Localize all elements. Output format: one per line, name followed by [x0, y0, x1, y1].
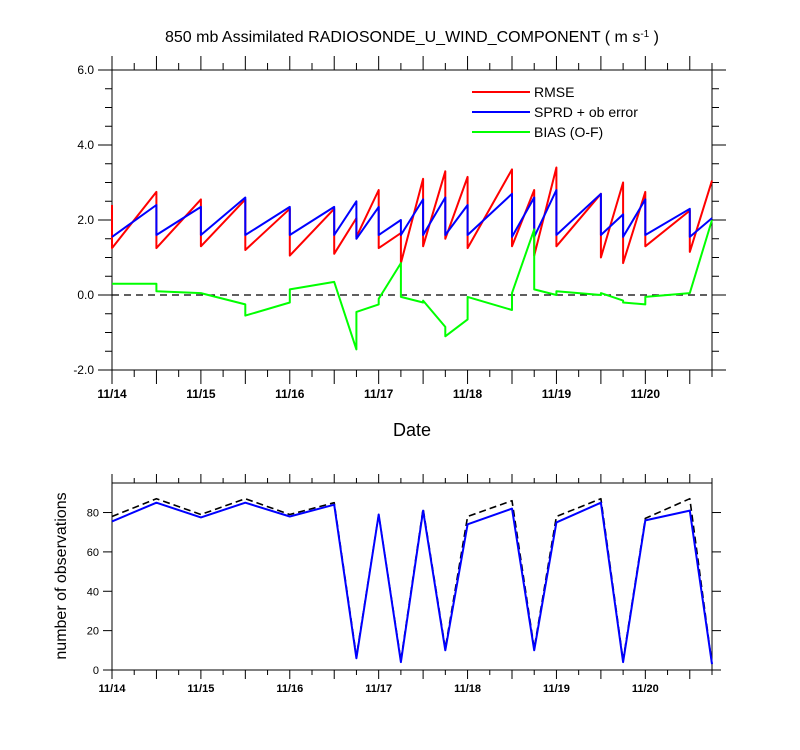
top-xtick-label: 11/19 — [542, 387, 572, 401]
legend: RMSE SPRD + ob error BIAS (O-F) — [472, 84, 638, 140]
top-ytick-label: 6.0 — [77, 63, 94, 77]
chart-title-close: ) — [649, 29, 659, 46]
top-series-sprd-ob-error — [111, 189, 713, 240]
bottom-xtick-label: 11/16 — [276, 683, 303, 695]
bottom-ytick-label: 80 — [87, 508, 99, 520]
chart-title-text: 850 mb Assimilated RADIOSONDE_U_WIND_COM… — [165, 29, 640, 46]
top-xtick-label: 11/15 — [186, 387, 216, 401]
bottom-xtick-label: 11/19 — [543, 683, 570, 695]
top-xtick-label: 11/14 — [97, 387, 127, 401]
bottom-xtick-label: 11/18 — [454, 683, 481, 695]
top-xtick-label: 11/17 — [364, 387, 394, 401]
top-ytick-label: 2.0 — [77, 213, 94, 227]
top-xtick-label: 11/18 — [453, 387, 483, 401]
top-plot: -2.0 0.0 2.0 4.0 6.0 11/14 11/15 11/16 11/17 11/1… — [73, 56, 726, 401]
top-xtick-label: 11/20 — [631, 387, 661, 401]
bottom-plot-frame — [111, 482, 713, 671]
chart-title: 850 mb Assimilated RADIOSONDE_U_WIND_COM… — [165, 29, 659, 47]
bottom-ytick-label: 60 — [87, 547, 99, 559]
top-x-axis-label: Date — [393, 420, 431, 440]
top-xtick-label: 11/16 — [275, 387, 305, 401]
legend-label-rmse: RMSE — [534, 84, 574, 100]
bottom-series-assimilated — [111, 501, 713, 665]
top-ytick-label: 0.0 — [77, 288, 94, 302]
bottom-xtick-label: 11/20 — [632, 683, 659, 695]
bottom-xtick-label: 11/17 — [365, 683, 392, 695]
bottom-y-axis-label: number of observations — [53, 492, 70, 659]
bottom-xtick-label: 11/14 — [99, 683, 127, 695]
bottom-ytick-label: 40 — [87, 586, 99, 598]
bottom-plot: 0 20 40 60 80 11/14 11/15 11/16 11/17 11/18 11/19 1… — [87, 474, 721, 695]
legend-label-bias: BIAS (O-F) — [534, 124, 603, 140]
bottom-ytick-label: 0 — [93, 665, 99, 677]
top-series-bias-o-f — [112, 219, 713, 351]
chart-title-exponent: -1 — [640, 29, 649, 40]
bottom-xtick-label: 11/15 — [187, 683, 214, 695]
top-ytick-label: -2.0 — [73, 363, 94, 377]
top-ytick-label: 4.0 — [77, 138, 94, 152]
legend-label-sprd: SPRD + ob error — [534, 104, 638, 120]
bottom-ytick-label: 20 — [87, 626, 99, 638]
